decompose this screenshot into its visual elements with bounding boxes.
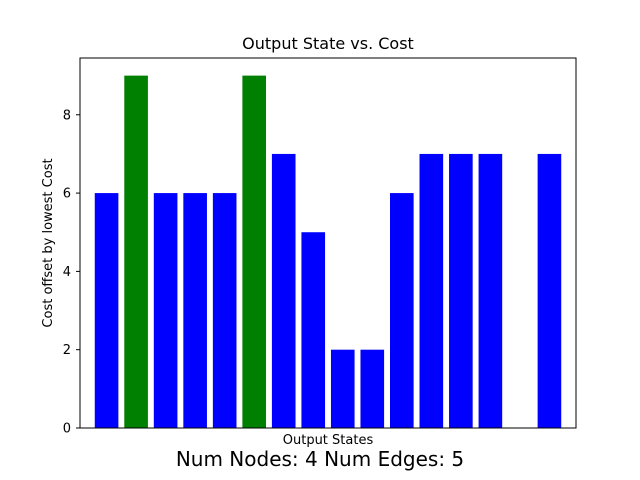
x-axis-label: Output States bbox=[283, 433, 374, 448]
bar bbox=[153, 193, 178, 428]
plot-frame bbox=[79, 57, 577, 429]
bar bbox=[360, 349, 385, 428]
bar bbox=[242, 75, 266, 429]
bar bbox=[390, 193, 414, 428]
bars bbox=[94, 75, 562, 429]
bar bbox=[301, 232, 326, 428]
bar bbox=[124, 75, 148, 429]
bar bbox=[212, 193, 237, 428]
bar bbox=[537, 153, 562, 428]
y-tick-label: 6 bbox=[63, 187, 71, 202]
y-tick-label: 0 bbox=[63, 422, 71, 437]
bar bbox=[330, 349, 355, 428]
y-axis-ticks: 0 2 4 6 8 bbox=[63, 108, 80, 437]
bar bbox=[478, 153, 503, 428]
y-tick-label: 2 bbox=[63, 343, 71, 358]
footer-caption: Num Nodes: 4 Num Edges: 5 bbox=[176, 447, 464, 471]
chart-title: Output State vs. Cost bbox=[242, 34, 414, 53]
y-tick-label: 8 bbox=[63, 108, 71, 123]
bar bbox=[419, 153, 444, 428]
bar bbox=[271, 153, 296, 428]
y-tick-label: 4 bbox=[63, 265, 71, 280]
bar bbox=[449, 153, 473, 428]
bar bbox=[94, 193, 119, 428]
y-axis-label: Cost offset by lowest Cost bbox=[41, 158, 56, 327]
bar bbox=[183, 193, 207, 428]
